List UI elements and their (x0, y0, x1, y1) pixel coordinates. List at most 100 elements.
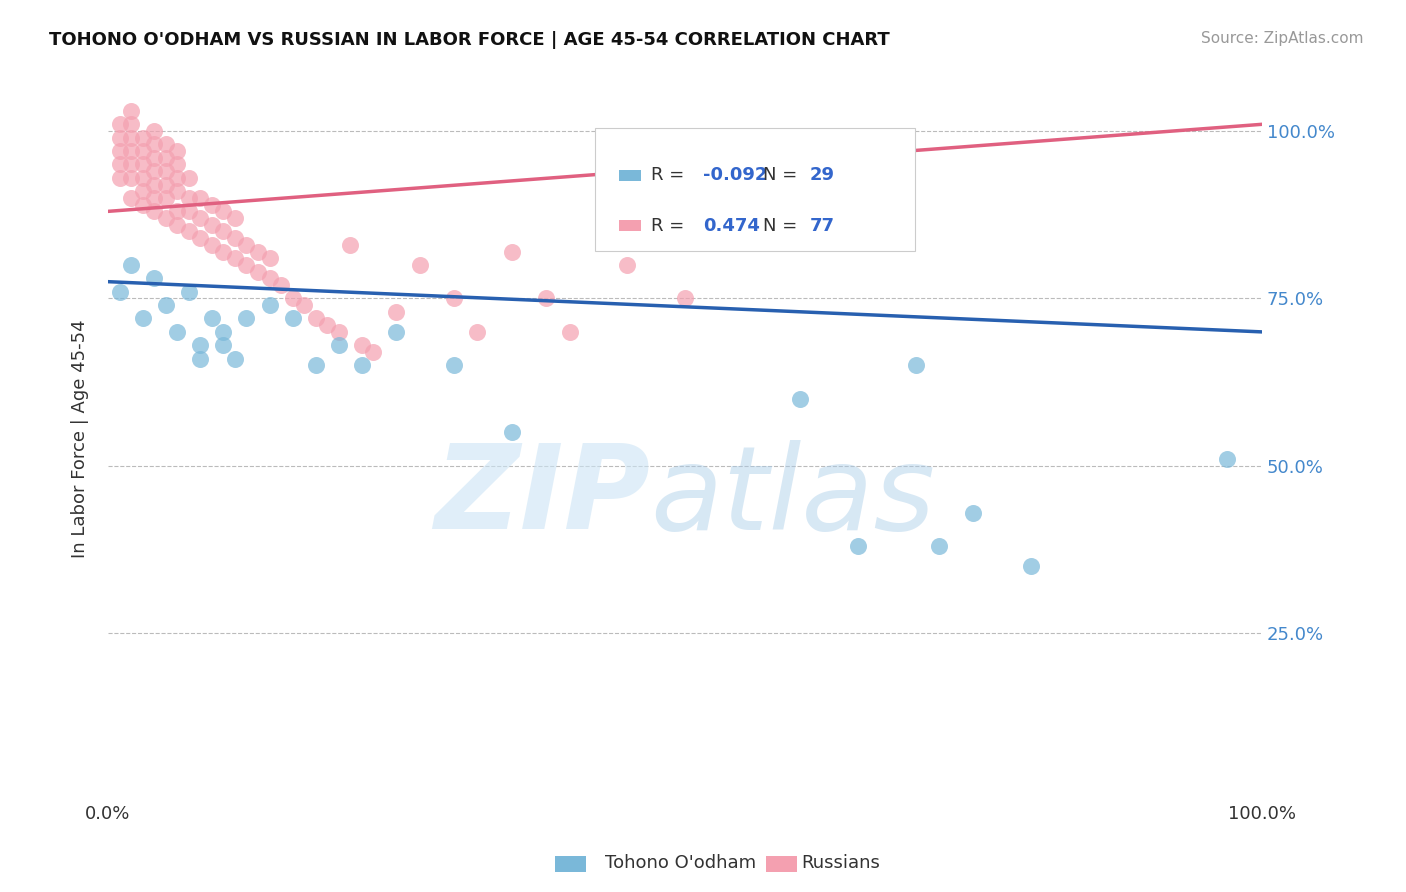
Point (120, 144, 142, 158)
Point (224, 351, 246, 366)
Point (212, 325, 235, 339)
Point (616, 258, 638, 272)
Point (188, 351, 211, 366)
Point (143, 191, 166, 205)
Point (108, 170, 131, 185)
Point (846, 539, 869, 553)
Point (120, 258, 142, 272)
Point (501, 425, 523, 440)
Point (385, 305, 408, 319)
Point (131, 184, 153, 198)
Text: R =: R = (651, 217, 690, 235)
Point (131, 157, 153, 171)
Point (131, 144, 153, 158)
Point (155, 164, 177, 178)
Text: 77: 77 (810, 217, 835, 235)
Point (789, 392, 811, 406)
Point (131, 197, 153, 211)
Point (246, 265, 269, 279)
Point (177, 224, 200, 238)
Point (131, 311, 153, 326)
Point (155, 178, 177, 192)
Point (1019, 559, 1042, 574)
Point (328, 325, 350, 339)
Point (201, 237, 224, 252)
Point (155, 137, 177, 152)
Text: -0.092: -0.092 (703, 167, 768, 185)
Point (235, 311, 257, 326)
Point (166, 204, 188, 219)
Point (120, 157, 142, 171)
Point (155, 298, 177, 312)
Text: atlas: atlas (651, 440, 935, 554)
Point (328, 338, 350, 352)
Point (155, 151, 177, 165)
Point (143, 164, 166, 178)
Point (259, 271, 281, 285)
Point (108, 130, 131, 145)
Point (224, 211, 246, 225)
Point (385, 325, 408, 339)
Point (131, 130, 153, 145)
Point (120, 191, 142, 205)
Point (131, 170, 153, 185)
Point (108, 285, 131, 299)
Point (246, 244, 269, 259)
Point (1216, 452, 1239, 467)
Point (235, 258, 257, 272)
Text: 0.474: 0.474 (703, 217, 759, 235)
Point (259, 298, 281, 312)
Point (363, 345, 385, 359)
Text: Tohono O'odham: Tohono O'odham (605, 855, 755, 872)
Text: ZIP: ZIP (434, 440, 651, 555)
Text: Russians: Russians (801, 855, 880, 872)
Point (235, 237, 257, 252)
Point (201, 197, 224, 211)
Text: R =: R = (651, 167, 690, 185)
Point (108, 157, 131, 171)
Point (212, 244, 235, 259)
Point (143, 178, 166, 192)
Point (120, 103, 142, 118)
Point (212, 338, 235, 352)
Point (350, 359, 373, 373)
Point (443, 359, 465, 373)
Point (108, 117, 131, 131)
Point (177, 170, 200, 185)
Text: TOHONO O'ODHAM VS RUSSIAN IN LABOR FORCE | AGE 45-54 CORRELATION CHART: TOHONO O'ODHAM VS RUSSIAN IN LABOR FORCE… (49, 31, 890, 49)
Point (188, 231, 211, 245)
Point (281, 311, 304, 326)
Point (673, 292, 696, 306)
Point (201, 218, 224, 232)
Point (259, 252, 281, 266)
Point (292, 298, 315, 312)
Point (166, 184, 188, 198)
Point (558, 325, 581, 339)
Point (177, 285, 200, 299)
Point (281, 292, 304, 306)
Point (212, 204, 235, 219)
Text: N =: N = (763, 167, 803, 185)
Point (201, 311, 224, 326)
Point (188, 191, 211, 205)
Text: N =: N = (763, 217, 803, 235)
Text: 29: 29 (810, 167, 835, 185)
Point (443, 292, 465, 306)
Point (166, 325, 188, 339)
Point (166, 157, 188, 171)
Point (962, 506, 984, 520)
Point (536, 292, 558, 306)
Point (143, 271, 166, 285)
Point (166, 170, 188, 185)
Point (465, 325, 488, 339)
Point (224, 252, 246, 266)
Point (177, 204, 200, 219)
Point (166, 218, 188, 232)
Point (177, 191, 200, 205)
Point (339, 237, 361, 252)
Point (305, 311, 328, 326)
Point (928, 539, 950, 553)
Point (143, 137, 166, 152)
Point (904, 359, 927, 373)
Point (143, 124, 166, 138)
